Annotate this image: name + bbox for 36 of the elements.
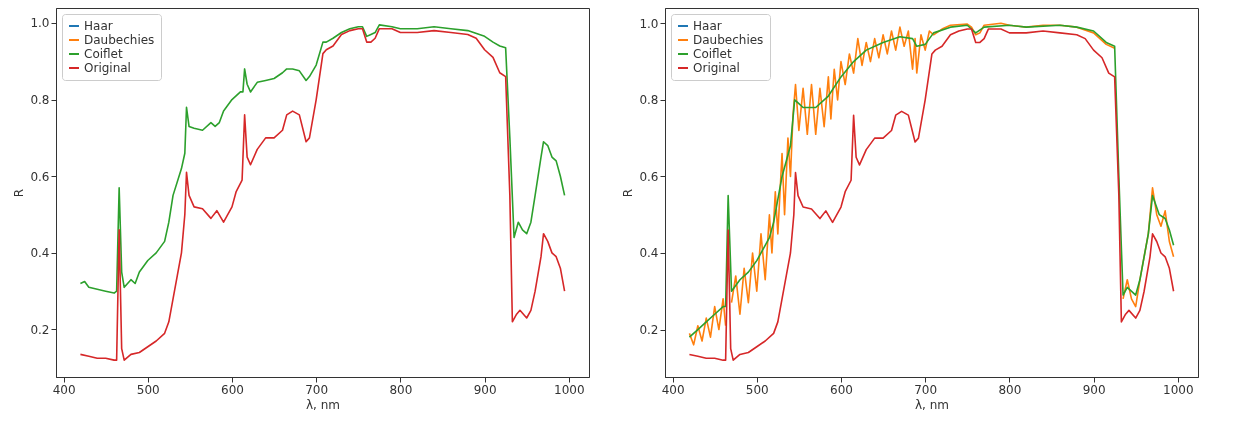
y-tick-label: 0.4 — [639, 246, 659, 261]
y-tick-label: 0.6 — [30, 169, 50, 184]
x-tick-label: 500 — [745, 382, 769, 397]
legend-label: Original — [84, 61, 131, 75]
x-tick-label: 800 — [998, 382, 1022, 397]
y-tick-label: 0.2 — [30, 322, 50, 337]
x-tick-label: 400 — [661, 382, 685, 397]
y-tick-label: 0.4 — [30, 246, 50, 261]
legend-label: Coiflet — [693, 47, 732, 61]
x-tick-label: 700 — [914, 382, 938, 397]
x-tick-label: 600 — [830, 382, 853, 397]
y-tick-label: 0.8 — [30, 93, 50, 108]
x-tick-label: 500 — [136, 382, 160, 397]
y-tick-label: 0.6 — [639, 169, 659, 184]
y-tick-label: 1.0 — [639, 16, 659, 31]
legend-label: Coiflet — [84, 47, 123, 61]
legend-label: Daubechies — [84, 33, 155, 47]
y-tick-label: 0.2 — [639, 323, 659, 338]
y-axis-title: R — [12, 188, 27, 198]
legend-label: Daubechies — [693, 33, 764, 47]
legend-label: Original — [693, 61, 740, 75]
legend-label: Haar — [84, 19, 113, 33]
x-tick-label: 800 — [389, 382, 413, 397]
x-tick-label: 400 — [52, 382, 76, 397]
y-tick-label: 0.8 — [639, 93, 659, 108]
legend-label: Haar — [693, 19, 722, 33]
x-tick-label: 700 — [305, 382, 329, 397]
y-axis-title: R — [621, 188, 636, 198]
x-tick-label: 900 — [1082, 382, 1106, 397]
x-tick-label: 900 — [473, 382, 497, 397]
x-tick-label: 1000 — [554, 382, 585, 397]
x-axis-title: λ, nm — [914, 397, 950, 412]
y-tick-label: 1.0 — [30, 16, 50, 31]
x-axis-title: λ, nm — [305, 397, 341, 412]
x-tick-label: 600 — [221, 382, 244, 397]
x-tick-label: 1000 — [1163, 382, 1194, 397]
